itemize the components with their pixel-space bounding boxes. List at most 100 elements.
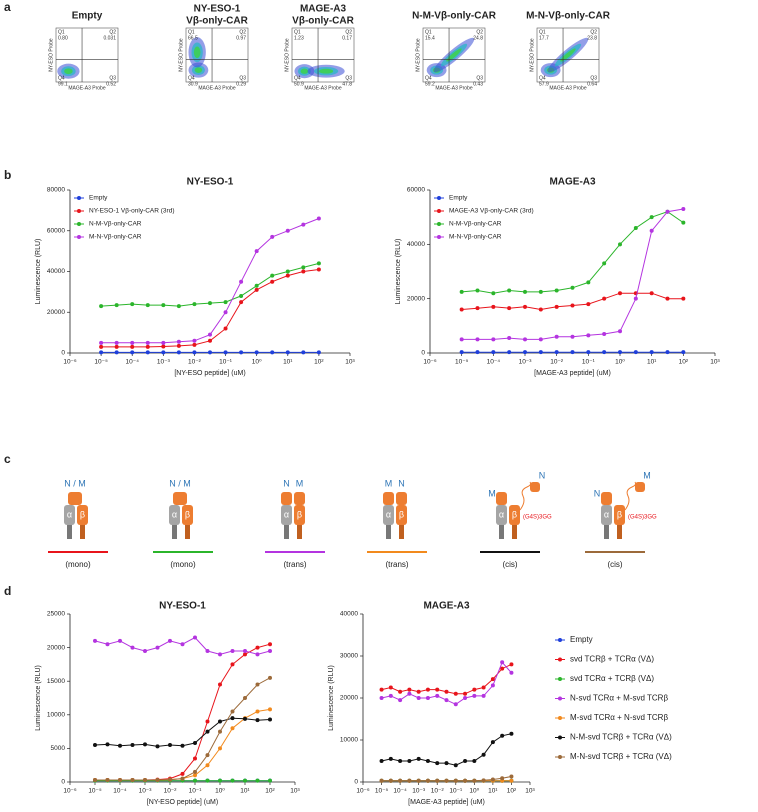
domain <box>496 505 507 525</box>
x-tick-label: 10⁰ <box>252 359 262 366</box>
data-point <box>618 329 622 334</box>
data-point <box>285 273 290 278</box>
data-point <box>453 702 458 707</box>
x-tick-label: 10⁻² <box>188 359 202 366</box>
data-point <box>168 638 172 643</box>
data-point <box>254 350 259 355</box>
data-point <box>155 645 160 650</box>
data-point <box>633 226 638 231</box>
domain <box>281 505 292 525</box>
domain <box>496 492 507 505</box>
data-point <box>230 648 235 653</box>
y-axis-label: Luminescence (RLU) <box>35 665 42 731</box>
data-point <box>425 696 430 700</box>
quadrant-value: 47.8 <box>342 81 352 87</box>
domain <box>396 492 407 505</box>
x-tick-label: 10⁻⁵ <box>94 359 108 366</box>
quadrant-name: Q3 <box>345 75 352 81</box>
data-point <box>193 635 197 640</box>
x-axis-label: [NY-ESO peptide] (uM) <box>174 370 245 377</box>
x-tick-label: 10⁻¹ <box>449 788 463 795</box>
data-point <box>285 350 290 355</box>
data-point <box>243 696 247 700</box>
cell-cloud <box>194 67 203 73</box>
data-point <box>255 709 260 714</box>
data-point <box>379 696 384 700</box>
x-tick-label: 10⁰ <box>469 788 479 795</box>
quadrant-value: 1.23 <box>294 35 304 41</box>
x-axis-label: MAGE-A3 Probe <box>549 85 586 91</box>
data-point <box>270 273 275 278</box>
data-point <box>301 222 306 227</box>
data-point <box>481 778 486 783</box>
y-axis-label: NY-ESO Probe <box>529 38 535 72</box>
tag-label: N <box>283 478 290 488</box>
chart-title: NY-ESO-1 <box>187 177 234 188</box>
legend-marker <box>558 657 562 662</box>
chain-label: β <box>80 509 85 519</box>
x-axis-label: [MAGE-A3 peptide] (uM) <box>408 799 485 806</box>
data-point <box>388 778 393 783</box>
plot-title: Vβ-only-CAR <box>292 16 354 27</box>
plot-title: M-N-Vβ-only-CAR <box>526 11 611 22</box>
legend-label: MAGE-A3 Vβ-only-CAR (3rd) <box>449 208 534 215</box>
x-tick-label: 10⁻⁵ <box>375 788 389 795</box>
x-tick-label: 10⁻⁶ <box>356 788 370 795</box>
quadrant-value: 0.64 <box>587 81 597 87</box>
legend-label: svd TCRα + TCRβ (VΔ) <box>570 674 654 683</box>
data-point <box>285 228 290 233</box>
data-point <box>193 769 197 774</box>
data-point <box>255 645 260 650</box>
data-point <box>475 337 480 342</box>
linker <box>624 481 637 511</box>
stem <box>499 525 504 539</box>
data-point <box>490 683 495 688</box>
data-point <box>407 687 412 692</box>
y-tick-label: 0 <box>61 779 65 786</box>
data-point <box>255 718 260 723</box>
data-point <box>93 743 97 748</box>
x-tick-label: 10¹ <box>647 359 657 366</box>
stem <box>284 525 289 539</box>
data-point <box>301 265 306 270</box>
data-point <box>453 691 458 696</box>
x-tick-label: 10⁻⁴ <box>125 359 139 366</box>
domain <box>294 505 305 525</box>
data-point <box>649 291 654 296</box>
stem <box>604 525 609 539</box>
data-point <box>255 778 260 783</box>
data-point <box>509 731 514 736</box>
construct-kind: (trans) <box>385 560 408 569</box>
quadrant-name: Q4 <box>294 75 301 81</box>
data-point <box>681 220 686 225</box>
data-point <box>105 742 110 747</box>
y-tick-label: 20000 <box>47 644 65 651</box>
data-point <box>538 289 543 294</box>
y-axis-label: Luminescence (RLU) <box>395 239 402 305</box>
data-point <box>176 339 181 344</box>
data-point <box>99 304 104 309</box>
quadrant-name: Q2 <box>590 29 597 35</box>
quadrant-value: 99.1 <box>58 81 68 87</box>
data-point <box>500 666 505 671</box>
data-point <box>180 743 185 748</box>
data-point <box>192 342 197 347</box>
data-point <box>459 350 464 355</box>
tag-label: N <box>539 470 546 480</box>
data-point <box>681 207 686 212</box>
quadrant-value: 66.5 <box>188 35 198 41</box>
data-point <box>230 778 235 783</box>
legend-label: M-svd TCRα + N-svd TCRβ <box>570 713 668 722</box>
quadrant-value: 24.8 <box>473 35 483 41</box>
data-point <box>472 778 477 783</box>
data-point <box>268 642 272 647</box>
legend-marker <box>558 638 562 642</box>
chart-title: MAGE-A3 <box>423 601 470 612</box>
data-point <box>507 336 512 341</box>
data-point <box>161 340 166 345</box>
data-point <box>268 707 272 712</box>
legend-marker <box>558 735 562 740</box>
quadrant-name: Q1 <box>294 29 301 35</box>
y-axis-label: NY-ESO Probe <box>48 38 54 72</box>
legend-label: Empty <box>89 195 108 202</box>
